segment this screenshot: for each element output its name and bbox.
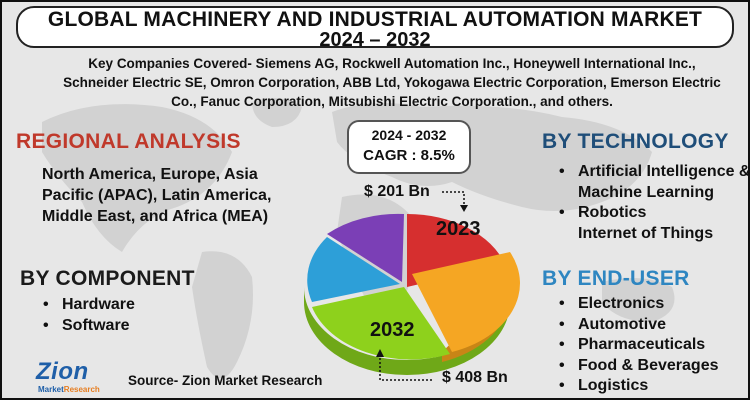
start-value-label: $ 201 Bn [364, 183, 430, 200]
start-value-connector [442, 191, 465, 207]
list-item-label: Food & Beverages [578, 356, 719, 374]
bullet-icon: • [559, 377, 565, 394]
bullet-icon: • [559, 315, 565, 333]
list-item-label: Electronics [578, 295, 665, 312]
list-item-label: Automotive [578, 315, 666, 333]
bullet-icon: • [559, 163, 565, 180]
list-item-label: Software [62, 316, 130, 334]
pie-slice-blue [307, 237, 400, 302]
bullet-icon: • [559, 204, 565, 221]
logo-sub-right: Research [63, 385, 100, 394]
key-companies-text: Key Companies Covered- Siemens AG, Rockw… [63, 56, 721, 109]
technology-list: • Artificial Intelligence & Machine Learn… [556, 162, 750, 245]
list-item-label: Logistics [578, 377, 649, 394]
cagr-box: 2024 - 2032 CAGR : 8.5% [347, 120, 471, 174]
end-user-heading: BY END-USER [542, 267, 690, 290]
end-user-list: • Electronics • Automotive • Pharmaceutical… [556, 294, 718, 397]
logo-sub-left: Market [38, 385, 64, 394]
list-item: • Food & Beverages [556, 356, 718, 377]
list-item: • Artificial Intelligence & Machine Learn… [556, 162, 750, 203]
bullet-icon: • [559, 356, 565, 374]
arrow-down-icon [460, 205, 468, 212]
list-item: • Automotive [556, 315, 718, 336]
pie-slice-purple [327, 213, 404, 282]
list-item-label: Internet of Things [578, 224, 714, 242]
title-banner: GLOBAL MACHINERY AND INDUSTRIAL AUTOMATI… [16, 6, 734, 51]
list-item-label: Artificial Intelligence & Machine Learni… [578, 163, 750, 201]
list-item: • Robotics [556, 203, 748, 224]
list-item: • Pharmaceuticals [556, 335, 718, 356]
source-text: Source- Zion Market Research [128, 373, 323, 388]
arrow-up-icon [376, 349, 384, 357]
list-item: • Electronics [556, 294, 718, 315]
component-heading: BY COMPONENT [20, 267, 195, 290]
list-item: • Software [40, 316, 135, 337]
list-item: • Logistics [556, 376, 718, 397]
pie-label-start-year: 2023 [436, 218, 481, 240]
pie-slice-2032 [312, 287, 450, 360]
list-item-label: Pharmaceuticals [578, 336, 706, 353]
technology-heading: BY TECHNOLOGY [542, 130, 729, 153]
bullet-icon: • [559, 336, 565, 353]
cagr-value: CAGR : 8.5% [363, 147, 455, 164]
cagr-years: 2024 - 2032 [371, 127, 447, 143]
pie-slice-orange [412, 252, 520, 352]
regional-analysis-heading: REGIONAL ANALYSIS [16, 130, 241, 153]
bullet-icon: • [559, 295, 565, 312]
bullet-icon: • [43, 316, 49, 334]
end-value-connector [379, 354, 434, 381]
list-item-label: Robotics [578, 204, 647, 221]
component-list: • Hardware • Software [40, 295, 135, 336]
title-line-2: 2024 – 2032 [319, 29, 431, 51]
bullet-icon: • [43, 296, 49, 313]
list-item: • Hardware [40, 295, 135, 316]
regional-analysis-text: North America, Europe, Asia Pacific (APA… [42, 166, 272, 225]
list-item-label: Hardware [62, 296, 135, 313]
pie-label-end-year: 2032 [370, 319, 415, 341]
zion-logo: Zion MarketResearch [36, 358, 120, 398]
logo-subtitle: MarketResearch [38, 385, 100, 394]
end-value-label: $ 408 Bn [442, 369, 508, 386]
list-item: Internet of Things [556, 224, 748, 245]
logo-wordmark: Zion [36, 358, 89, 385]
title-line-1: GLOBAL MACHINERY AND INDUSTRIAL AUTOMATI… [47, 8, 703, 31]
